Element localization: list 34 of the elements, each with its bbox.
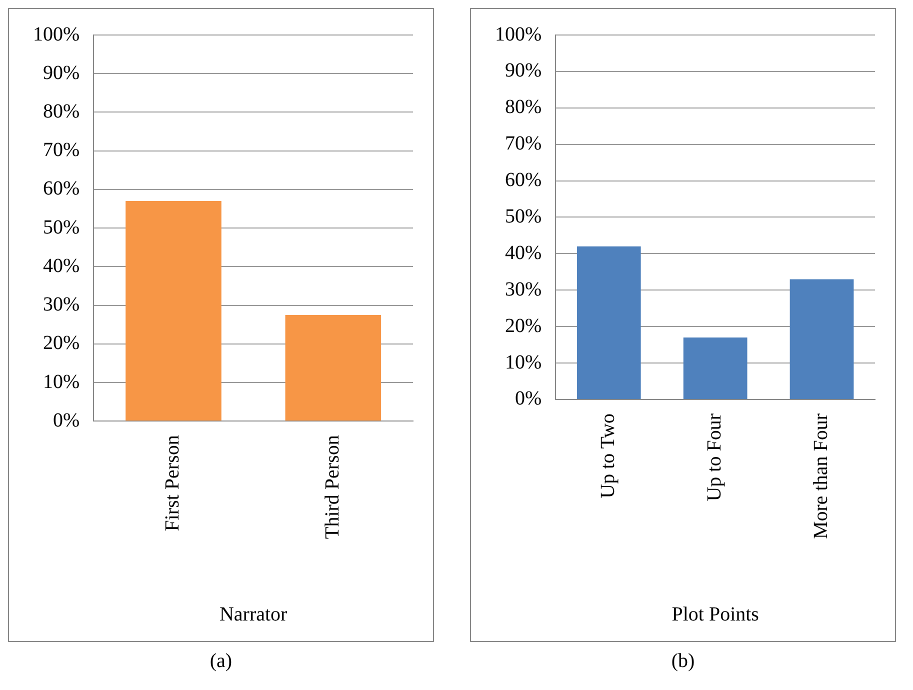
y-tick-label: 20%	[504, 314, 542, 337]
y-tick-label: 60%	[504, 169, 542, 192]
y-tick-label: 100%	[494, 23, 542, 46]
y-tick-label: 60%	[42, 178, 80, 200]
x-tick-label: Up to Four	[704, 413, 726, 502]
bar	[683, 338, 748, 399]
y-tick-label: 90%	[42, 62, 80, 84]
y-tick-label: 80%	[42, 100, 80, 122]
y-tick-label: 90%	[504, 60, 542, 82]
y-tick-label: 10%	[504, 351, 542, 374]
bar	[576, 246, 641, 399]
y-tick-label: 40%	[42, 254, 80, 277]
x-tick-label: First Person	[162, 435, 184, 532]
y-tick-label: 70%	[42, 139, 80, 162]
text: (b)	[670, 650, 696, 673]
y-tick-label: 50%	[42, 216, 80, 238]
y-tick-label: 10%	[42, 370, 80, 393]
x-tick-label: More than Four	[810, 413, 832, 540]
y-tick-label: 70%	[504, 132, 542, 155]
y-tick-label: 30%	[42, 294, 80, 316]
y-tick-label: 50%	[504, 205, 542, 228]
y-tick-label: 40%	[504, 242, 542, 264]
y-tick-label: 0%	[514, 388, 542, 410]
x-tick-label: Third Person	[321, 435, 344, 540]
y-tick-label: 80%	[504, 96, 542, 118]
text: (a)	[208, 650, 234, 673]
y-tick-label: 100%	[32, 23, 80, 46]
x-axis-title: Narrator	[219, 603, 288, 626]
y-tick-label: 0%	[52, 409, 80, 432]
y-tick-label: 20%	[42, 332, 80, 354]
x-axis-title: Plot Points	[672, 603, 760, 626]
y-tick-label: 30%	[504, 278, 542, 300]
x-tick-label: Up to Two	[597, 413, 620, 498]
bar	[790, 279, 854, 399]
